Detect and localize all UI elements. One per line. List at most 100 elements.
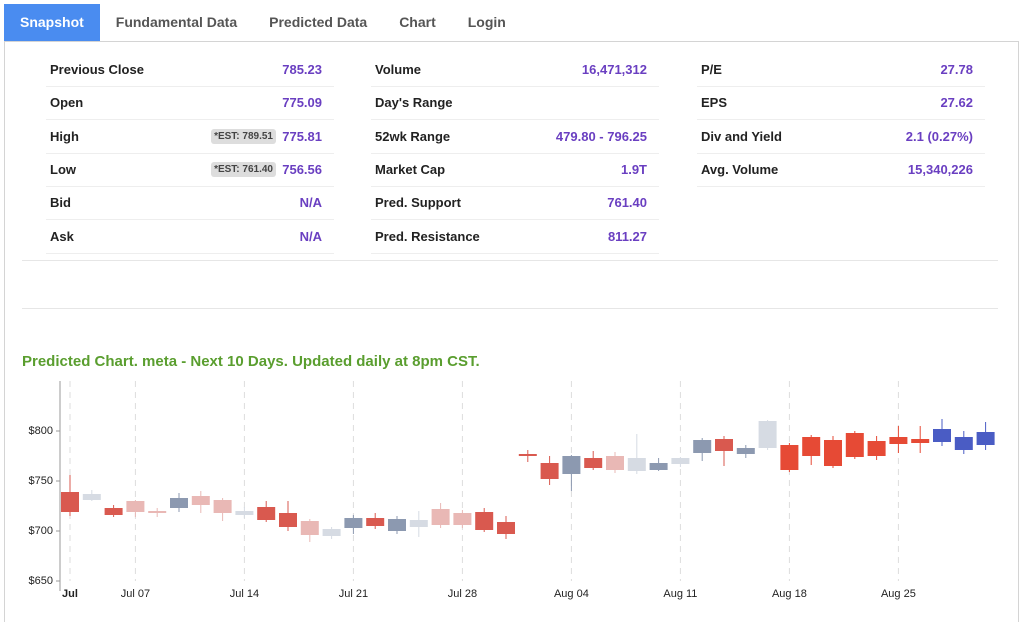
x-tick-label: Jul: [62, 588, 78, 600]
stat-value: 27.62: [940, 95, 973, 111]
candle-body: [170, 498, 188, 508]
stat-value: 785.23: [282, 62, 322, 77]
candle-body: [431, 509, 450, 525]
stat-value: 15,340,226: [907, 161, 973, 177]
stat-row: High *EST: 789.51 775.81: [46, 120, 334, 154]
candle-body: [82, 494, 101, 500]
y-tick-label: $700: [29, 525, 53, 537]
candle-body: [715, 439, 733, 451]
candle-body: [671, 458, 690, 464]
candle-body: [954, 437, 973, 450]
candle-body: [562, 456, 581, 474]
candle-body: [649, 463, 668, 470]
candle-body: [693, 440, 712, 453]
stat-label: EPS: [701, 95, 728, 111]
candle-body: [933, 429, 951, 442]
candle-body: [300, 521, 319, 535]
stat-row: Open 775.09: [46, 86, 334, 121]
stat-value: 2.1 (0.27%): [905, 128, 973, 144]
stat-label: Open: [50, 95, 84, 111]
stat-label: Low: [50, 161, 76, 177]
candle-body: [758, 421, 777, 448]
candle-body: [889, 437, 908, 444]
x-tick-label: Jul 14: [230, 588, 259, 600]
stat-label: Market Cap: [375, 161, 446, 177]
est-badge: *EST: 761.40: [211, 161, 276, 177]
divider: [22, 308, 998, 309]
candle-body: [257, 507, 276, 520]
stat-value: 775.09: [282, 95, 322, 111]
candle-body: [824, 440, 842, 466]
stat-row: Volume 16,471,312: [371, 53, 659, 87]
stat-row: P/E 27.78: [697, 53, 985, 87]
stat-label: Pred. Support: [375, 195, 461, 211]
candle-body: [867, 441, 886, 456]
x-tick-label: Aug 25: [881, 588, 916, 600]
stat-label: Div and Yield: [701, 128, 782, 144]
x-tick-label: Jul 21: [339, 588, 368, 600]
candle-body: [627, 458, 646, 471]
est-badge: *EST: 789.51: [211, 128, 276, 144]
stat-row: Day's Range: [371, 86, 659, 121]
y-tick-label: $800: [29, 425, 53, 437]
panel: [4, 41, 1019, 622]
stat-row: Ask N/A: [46, 220, 334, 254]
tab[interactable]: Snapshot: [4, 4, 100, 41]
candle-body: [584, 458, 603, 468]
tab[interactable]: Predicted Data: [269, 14, 368, 30]
stat-row: Market Cap 1.9T: [371, 153, 659, 187]
candle-body: [736, 448, 755, 454]
stat-row: Pred. Support 761.40: [371, 186, 659, 221]
x-tick-label: Jul 07: [121, 588, 150, 600]
candle-body: [235, 511, 254, 515]
x-tick-label: Jul 28: [448, 588, 477, 600]
candle-body: [497, 522, 515, 534]
stat-value: N/A: [299, 228, 322, 244]
stat-value: 16,471,312: [581, 62, 647, 77]
stat-label: High: [50, 128, 79, 144]
candle-body: [344, 518, 363, 528]
stat-value: 1.9T: [620, 161, 647, 177]
tab[interactable]: Login: [467, 14, 506, 30]
stat-label: Day's Range: [375, 95, 453, 111]
stat-label: 52wk Range: [375, 128, 451, 144]
tab[interactable]: Fundamental Data: [115, 14, 238, 30]
stat-value: 811.27: [607, 228, 647, 244]
candle-body: [148, 511, 167, 513]
chart-title: Predicted Chart. meta - Next 10 Days. Up…: [22, 353, 480, 370]
stat-value: 27.78: [940, 62, 973, 77]
candle-body: [976, 432, 995, 445]
stat-value: 775.81: [282, 128, 322, 144]
candle-body: [540, 463, 559, 479]
stat-row: Div and Yield 2.1 (0.27%): [697, 120, 985, 154]
stat-row: Avg. Volume 15,340,226: [697, 153, 985, 187]
stat-label: Volume: [375, 62, 421, 77]
candle-body: [911, 439, 930, 443]
candle-body: [126, 501, 145, 512]
x-tick-label: Aug 18: [772, 588, 807, 600]
stat-label: Avg. Volume: [701, 161, 779, 177]
candle-body: [366, 518, 385, 526]
y-tick-label: $750: [29, 475, 53, 487]
divider: [22, 260, 998, 261]
stat-label: Pred. Resistance: [375, 228, 480, 244]
candle-body: [606, 456, 624, 470]
stat-row: Low *EST: 761.40 756.56: [46, 153, 334, 187]
stat-value: 761.40: [607, 195, 647, 211]
stat-label: Ask: [50, 228, 74, 244]
candle-body: [191, 496, 210, 505]
candle-body: [388, 519, 406, 531]
stat-label: Previous Close: [50, 62, 144, 77]
stat-value: 479.80 - 796.25: [555, 128, 647, 144]
stat-row: Bid N/A: [46, 186, 334, 221]
stat-row: 52wk Range 479.80 - 796.25: [371, 120, 659, 154]
candle-body: [780, 445, 799, 470]
tab[interactable]: Chart: [399, 14, 436, 30]
y-tick-label: $650: [29, 575, 53, 587]
stat-row: Previous Close 785.23: [46, 53, 334, 87]
candle-body: [104, 508, 123, 515]
stat-row: EPS 27.62: [697, 86, 985, 121]
stat-label: P/E: [701, 62, 722, 77]
